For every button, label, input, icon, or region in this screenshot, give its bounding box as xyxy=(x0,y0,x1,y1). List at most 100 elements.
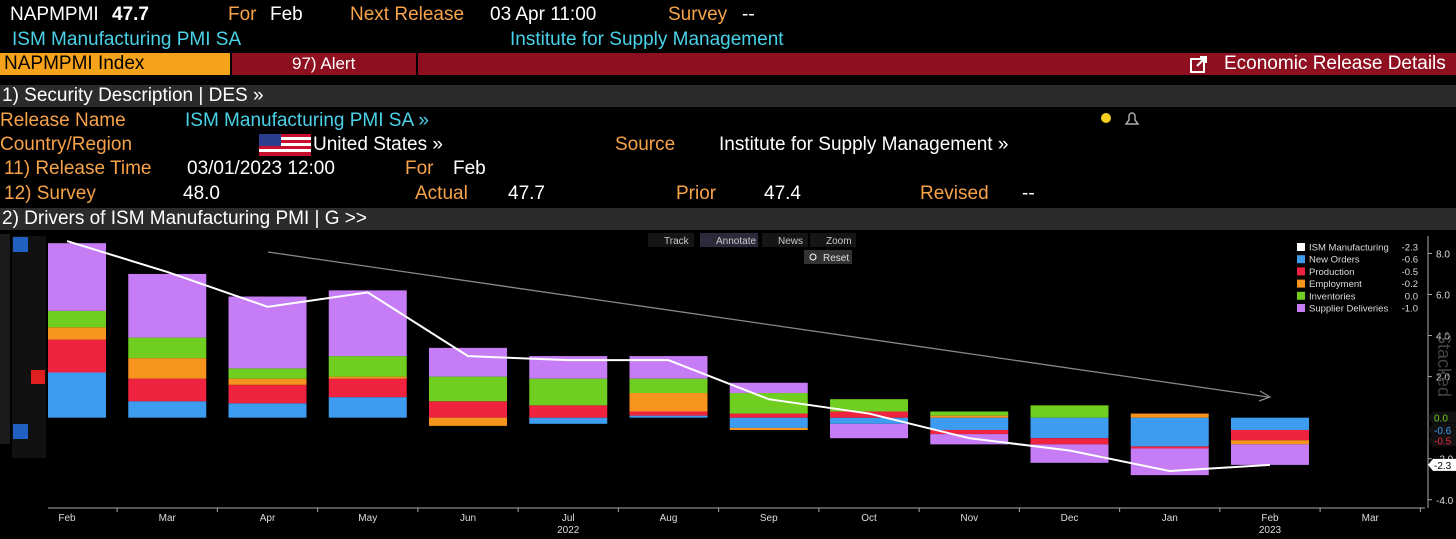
bar-segment xyxy=(830,423,908,439)
axis-tag-label: -0.6 xyxy=(1434,426,1452,437)
axis-tag-label: -0.5 xyxy=(1434,436,1452,447)
legend-swatch xyxy=(1297,243,1305,251)
bar-segment xyxy=(629,415,708,418)
bar-segment xyxy=(930,417,1009,430)
bar-segment xyxy=(128,378,207,402)
bar-segment xyxy=(328,378,407,398)
x-tick-label: Oct xyxy=(861,513,877,524)
value: Institute for Supply Management » xyxy=(719,134,1009,155)
x-tick-label: Jul xyxy=(562,513,575,524)
legend-value: -1.0 xyxy=(1402,304,1418,315)
alert-tab[interactable]: 97) Alert xyxy=(232,53,416,75)
bar-segment xyxy=(328,356,407,377)
control-button[interactable] xyxy=(810,233,856,247)
bar-segment xyxy=(729,413,808,418)
control-button[interactable] xyxy=(762,233,808,247)
bar-segment xyxy=(228,403,307,418)
bar-segment xyxy=(1030,438,1109,445)
ticker: NAPMPMI xyxy=(10,4,99,25)
axis-tag xyxy=(1428,458,1456,471)
bar-segment xyxy=(729,427,808,430)
bar-segment xyxy=(48,339,106,373)
year-label: 2023 xyxy=(1259,525,1282,536)
bar-segment xyxy=(429,347,507,377)
axis-tag xyxy=(1428,423,1456,436)
bar-segment xyxy=(529,378,608,406)
label: Release Name xyxy=(0,110,126,131)
section-title: 1) Security Description | DES » xyxy=(2,85,264,106)
bar-segment xyxy=(429,417,507,426)
y-tick-label: 8.0 xyxy=(1436,249,1450,260)
label: 12) Survey xyxy=(4,183,96,204)
bar-segment xyxy=(930,415,1009,418)
bar-segment xyxy=(629,411,708,416)
legend-swatch xyxy=(1297,279,1305,288)
export-icon xyxy=(1190,56,1207,73)
legend-name: Employment xyxy=(1309,279,1362,290)
control-label: Zoom xyxy=(826,236,852,247)
legend-value: -0.2 xyxy=(1402,279,1418,290)
icons xyxy=(1101,112,1140,125)
y-tick-label: 2.0 xyxy=(1436,373,1450,384)
control-label: Annotate xyxy=(716,236,756,247)
legend-name: Supplier Deliveries xyxy=(1309,304,1388,315)
legend-swatch xyxy=(1297,255,1305,264)
bar-segment xyxy=(328,397,407,418)
axis-tag xyxy=(1428,411,1456,424)
bar-segment xyxy=(1231,417,1309,430)
source: Institute for Supply Management xyxy=(510,29,784,50)
bar-segment xyxy=(529,417,608,424)
bar-segment xyxy=(1130,417,1209,447)
bar-segment xyxy=(128,401,207,418)
x-tick-label: Jan xyxy=(1162,513,1178,524)
label: Next Release xyxy=(350,4,465,25)
section-bar: 2) Drivers of ISM Manufacturing PMI | G … xyxy=(0,208,1456,230)
control-button[interactable] xyxy=(804,250,852,264)
legend-swatch xyxy=(1297,291,1305,300)
x-tick-label: Sep xyxy=(760,513,778,524)
y-tick-label: -4.0 xyxy=(1436,496,1454,507)
chart: Track Annotate News Zoom Reset 8.0 6.0 4.0 2.0 -2… xyxy=(0,233,1456,536)
value: -- xyxy=(742,4,755,25)
bar-segment xyxy=(930,434,1009,445)
bar-segment xyxy=(228,296,307,369)
bar-segment xyxy=(729,393,808,414)
y-tick-label: 6.0 xyxy=(1436,290,1450,301)
axis-tag-label: -2.3 xyxy=(1434,461,1452,472)
last-value: 47.7 xyxy=(112,4,149,25)
bar-segment xyxy=(228,384,307,404)
x-tick-label: Feb xyxy=(58,513,76,524)
bar-segment xyxy=(48,372,106,418)
bar-segment xyxy=(1030,405,1109,418)
value: 47.4 xyxy=(764,183,801,204)
bar-segment xyxy=(830,417,908,424)
details-bar[interactable]: Economic Release Details xyxy=(418,53,1456,75)
section-bar: 1) Security Description | DES » xyxy=(0,85,1456,107)
bar-segment xyxy=(729,382,808,394)
index-tab[interactable]: NAPMPMI Index xyxy=(0,53,230,75)
control-label: Track xyxy=(664,236,690,247)
tab-label: Economic Release Details xyxy=(1224,53,1446,74)
label: 11) Release Time xyxy=(4,158,152,179)
left-toolbar xyxy=(0,234,46,458)
control-button[interactable] xyxy=(700,233,758,247)
legend-name: Production xyxy=(1309,267,1354,278)
x-tick-label: Jun xyxy=(460,513,476,524)
value: Feb xyxy=(270,4,303,25)
bar-segment xyxy=(1231,440,1309,445)
flag xyxy=(259,134,311,156)
legend-name: ISM Manufacturing xyxy=(1309,243,1389,254)
legend-value: -0.6 xyxy=(1402,255,1418,266)
value: 48.0 xyxy=(183,183,220,204)
trend-annotation xyxy=(267,251,1269,398)
section-title: 2) Drivers of ISM Manufacturing PMI | G … xyxy=(2,208,367,229)
x-tick-label: Aug xyxy=(660,513,678,524)
label: Country/Region xyxy=(0,134,133,155)
bar-segment xyxy=(128,337,207,359)
control-button[interactable] xyxy=(648,233,694,247)
value: 03 Apr 11:00 xyxy=(490,4,597,25)
label: For xyxy=(405,158,434,179)
tab-label: NAPMPMI Index xyxy=(4,53,145,74)
bar-segment xyxy=(629,356,708,379)
year-label: 2022 xyxy=(557,525,580,536)
